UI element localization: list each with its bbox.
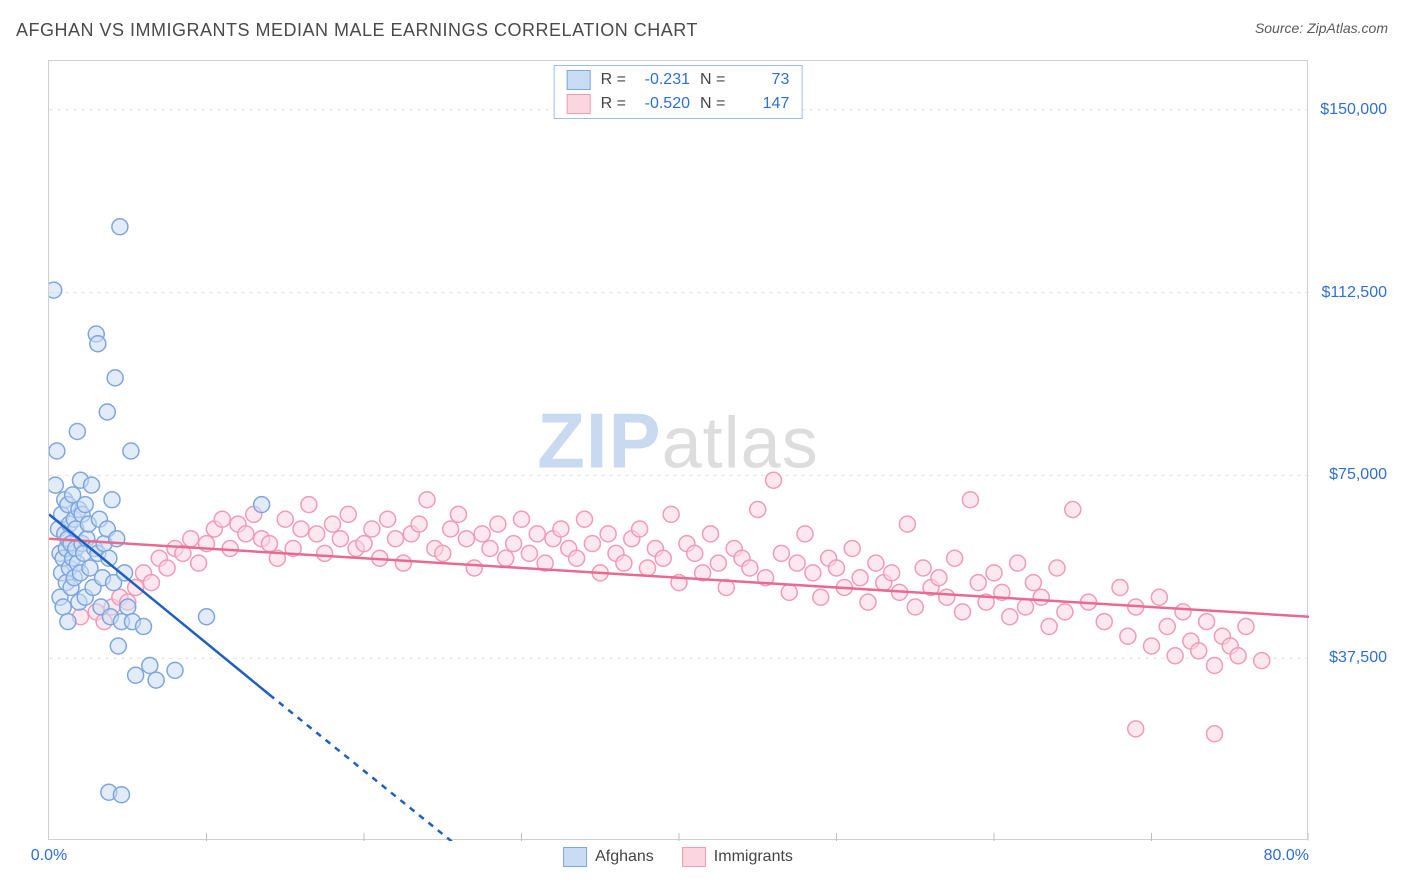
- legend-r-label: R =: [601, 95, 626, 113]
- legend-swatch: [567, 70, 591, 90]
- x-tick-label: 0.0%: [31, 847, 67, 865]
- legend-r-value: -0.520: [636, 95, 690, 113]
- x-tick-label: 80.0%: [1264, 847, 1309, 865]
- legend-item: Immigrants: [682, 847, 793, 867]
- legend-n-label: N =: [700, 71, 725, 89]
- chart-canvas: [49, 61, 1309, 841]
- y-tick-label: $75,000: [1317, 466, 1387, 484]
- correlation-scatter-chart: ZIPatlas R =-0.231N =73R =-0.520N =147 A…: [48, 60, 1308, 840]
- legend-row: R = -0.231 N = 73: [555, 68, 802, 92]
- legend-r-label: R =: [601, 71, 626, 89]
- legend-label: Immigrants: [714, 848, 793, 866]
- legend-n-value: 147: [735, 95, 789, 113]
- legend-row: R = -0.520 N = 147: [555, 92, 802, 116]
- correlation-legend: R = -0.231 N = 73 R = -0.520 N = 147: [554, 65, 803, 119]
- source-attribution: Source: ZipAtlas.com: [1255, 20, 1388, 36]
- y-tick-label: $112,500: [1317, 284, 1387, 302]
- series-legend: Afghans Immigrants: [563, 847, 793, 867]
- y-tick-label: $150,000: [1317, 101, 1387, 119]
- legend-n-value: 73: [735, 71, 789, 89]
- legend-swatch: [682, 847, 706, 867]
- legend-swatch: [567, 94, 591, 114]
- legend-swatch: [563, 847, 587, 867]
- legend-r-value: -0.231: [636, 71, 690, 89]
- chart-title: AFGHAN VS IMMIGRANTS MEDIAN MALE EARNING…: [16, 20, 698, 41]
- legend-label: Afghans: [595, 848, 654, 866]
- legend-item: Afghans: [563, 847, 654, 867]
- legend-n-label: N =: [700, 95, 725, 113]
- y-tick-label: $37,500: [1317, 649, 1387, 667]
